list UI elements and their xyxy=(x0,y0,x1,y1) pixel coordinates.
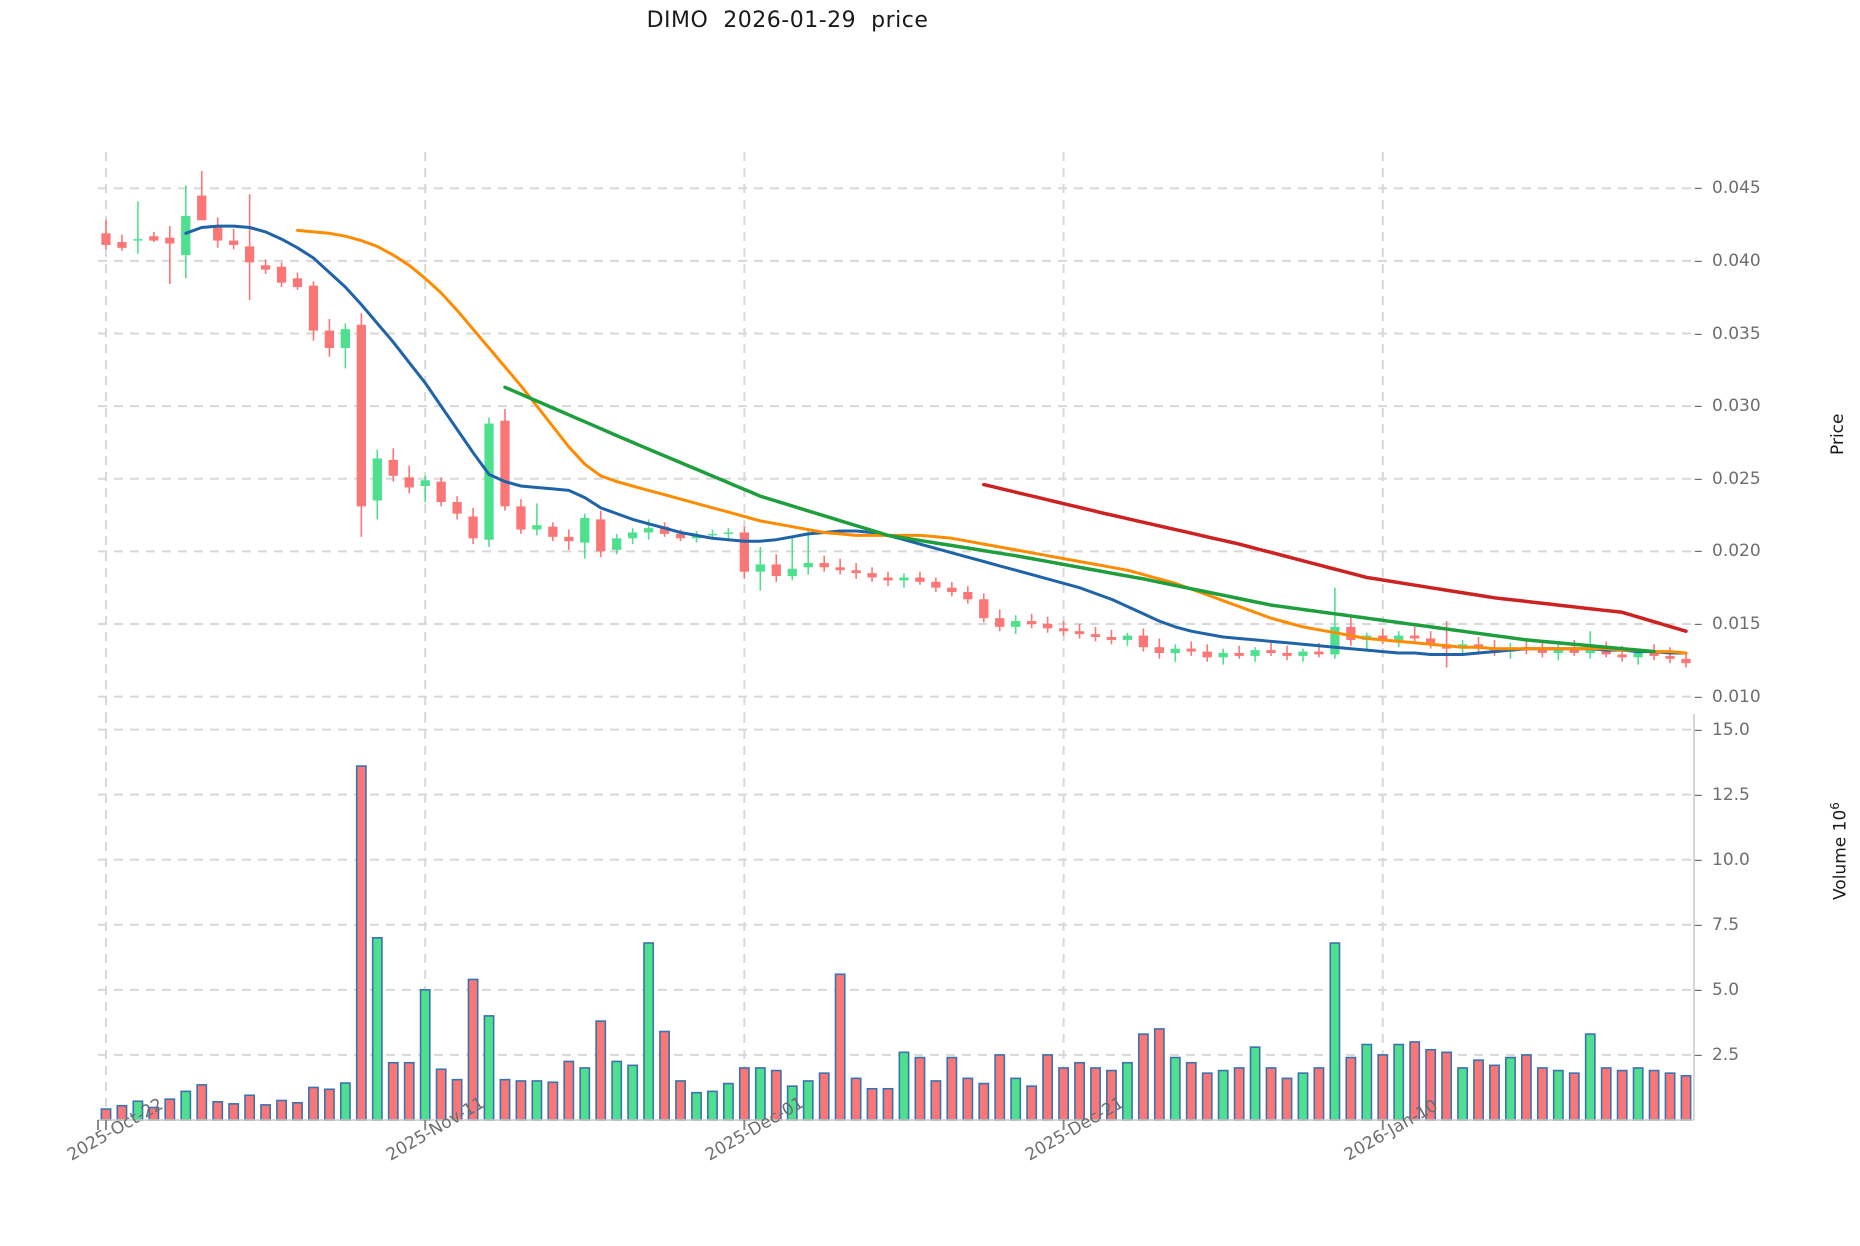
axis-tick-label: 2.5 xyxy=(1712,1044,1740,1065)
axis-tick-label: 0.040 xyxy=(1712,250,1761,271)
axis-tick-mark: – xyxy=(1694,250,1703,271)
candlestick-series xyxy=(101,170,1691,668)
volume-plot xyxy=(97,714,1695,1130)
axis-tick-label: 0.030 xyxy=(1712,396,1761,417)
axis-tick-label: 0.010 xyxy=(1712,686,1761,707)
axis-tick-label: 0.015 xyxy=(1712,613,1761,634)
axis-tick-mark: – xyxy=(1694,468,1703,489)
volume-axis-label-text: Volume 10 xyxy=(1830,809,1851,900)
volume-axis-exponent: 6 xyxy=(1828,802,1842,810)
axis-tick-mark: – xyxy=(1694,541,1703,562)
axis-tick-label: 7.5 xyxy=(1712,914,1740,935)
volume-panel xyxy=(97,714,1695,1130)
axis-tick-label: 15.0 xyxy=(1712,719,1750,740)
axis-tick-mark: – xyxy=(1694,178,1703,199)
axis-tick-label: 0.045 xyxy=(1712,178,1761,199)
overlay-trend-red xyxy=(982,482,1688,633)
axis-tick-mark: – xyxy=(1694,784,1703,805)
price-plot xyxy=(98,152,1694,714)
axis-tick-mark: – xyxy=(1694,1044,1703,1065)
axis-tick-mark: – xyxy=(1694,686,1703,707)
axis-tick-mark: – xyxy=(1694,323,1703,344)
chart-title: DIMO 2026-01-29 price xyxy=(646,8,929,33)
axis-tick-mark: – xyxy=(1694,914,1703,935)
axis-tick-mark: – xyxy=(1694,719,1703,740)
axis-tick-mark: – xyxy=(1694,396,1703,417)
axis-tick-label: 5.0 xyxy=(1712,979,1740,1000)
axis-tick-label: 0.025 xyxy=(1712,468,1761,489)
axis-tick-mark: – xyxy=(1694,849,1703,870)
axis-tick-mark: – xyxy=(1694,613,1703,634)
volume-axis-label: Volume 106 xyxy=(1828,802,1851,900)
axis-tick-label: 12.5 xyxy=(1712,784,1750,805)
volume-series xyxy=(100,765,1692,1121)
overlay-trend-green xyxy=(503,385,1656,654)
axis-tick-label: 10.0 xyxy=(1712,849,1750,870)
overlay-ma-fast xyxy=(184,224,1688,656)
price-panel xyxy=(98,152,1694,714)
price-axis-label: Price xyxy=(1828,413,1848,455)
axis-tick-mark: – xyxy=(1694,979,1703,1000)
axis-tick-label: 0.020 xyxy=(1712,541,1761,562)
axis-tick-label: 0.035 xyxy=(1712,323,1761,344)
